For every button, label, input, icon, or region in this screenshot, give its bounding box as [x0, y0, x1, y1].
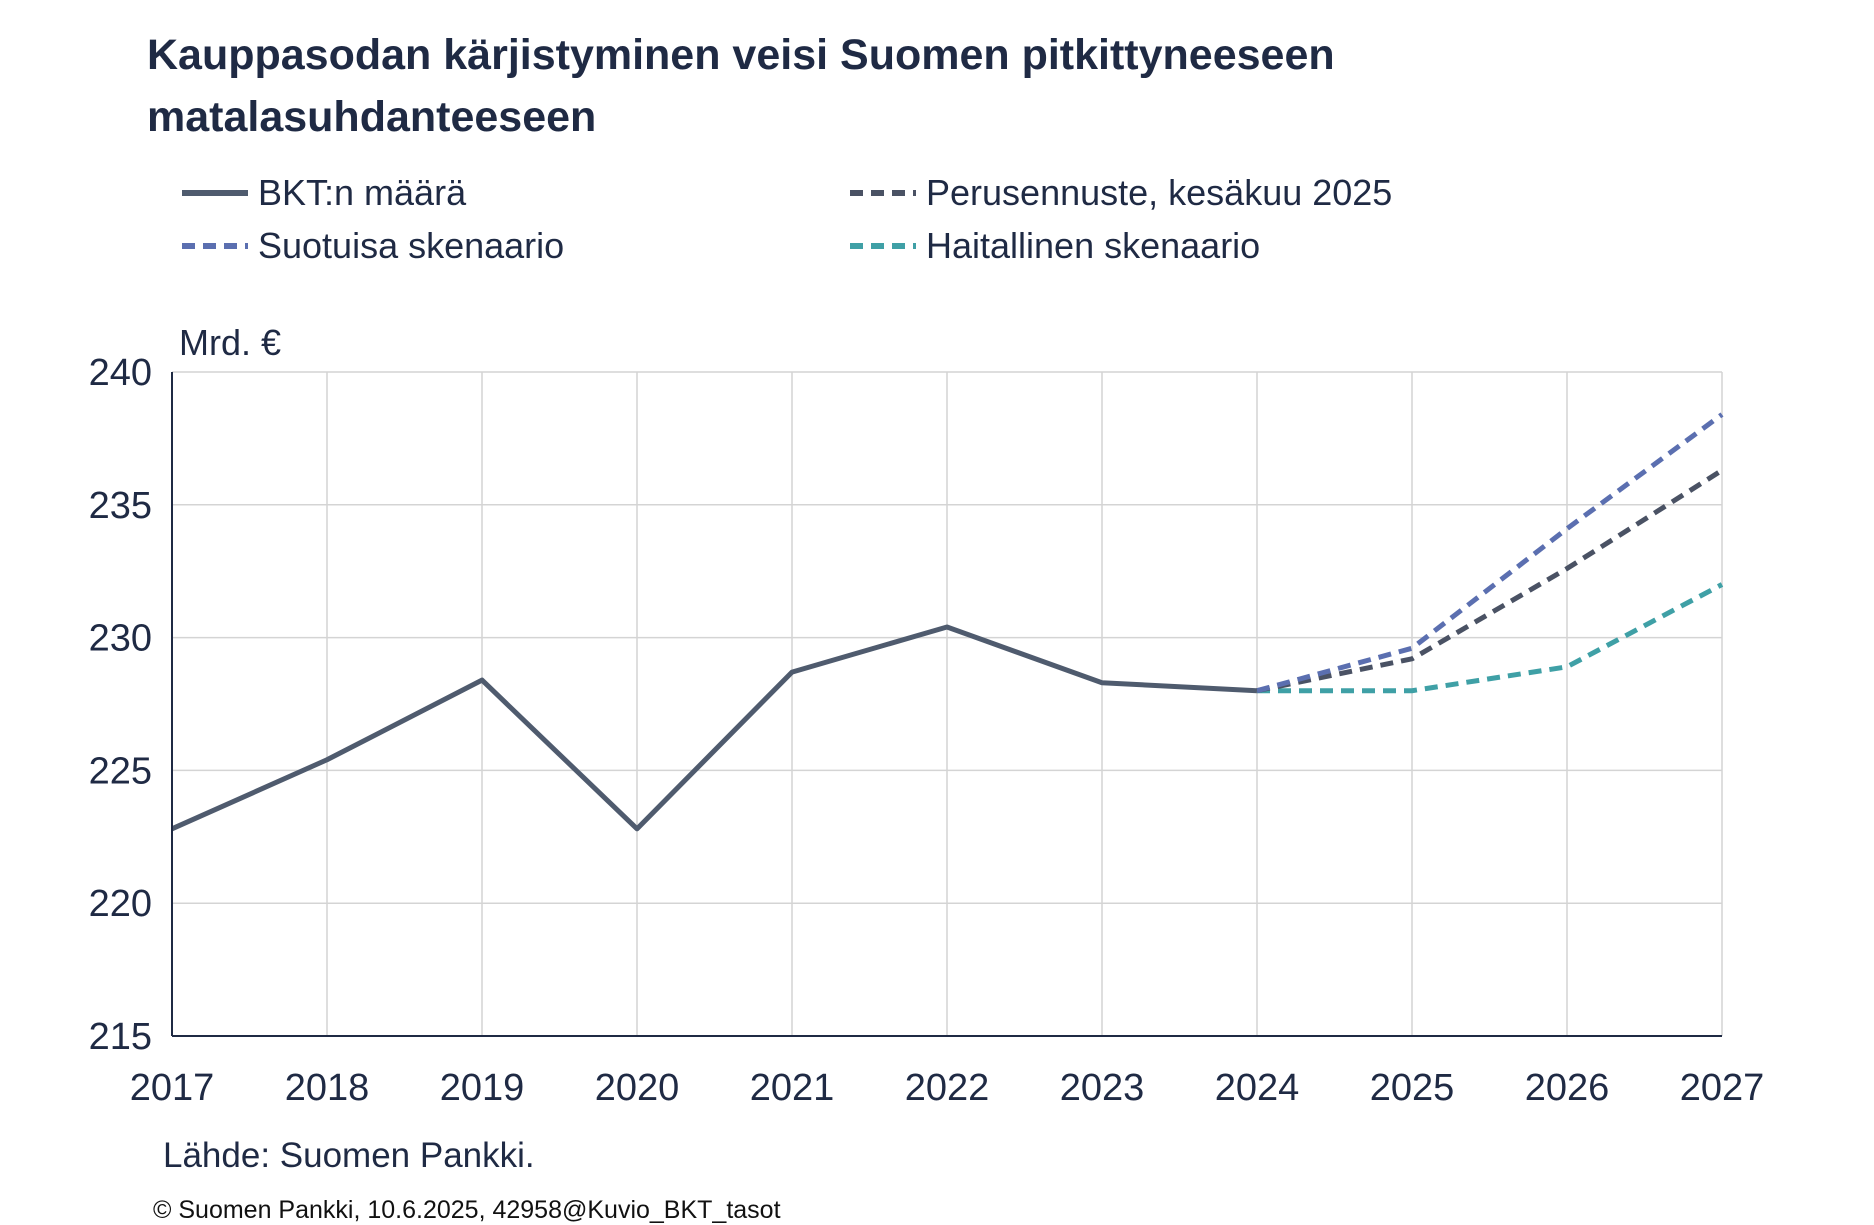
x-tick-label: 2018: [285, 1067, 370, 1109]
source-note: Lähde: Suomen Pankki.: [163, 1136, 535, 1175]
y-tick-label: 230: [89, 618, 152, 660]
copyright-note: © Suomen Pankki, 10.6.2025, 42958@Kuvio_…: [153, 1196, 781, 1224]
gridlines: [172, 371, 1723, 1036]
series-layer: [170, 412, 1724, 832]
x-tick-label: 2023: [1060, 1067, 1145, 1109]
x-tick-label: 2027: [1680, 1067, 1765, 1109]
x-tick-label: 2021: [750, 1067, 835, 1109]
tick-labels: 215 220 225 230 235 240 2017 2018 2019 2020 2021 20…: [89, 352, 1765, 1109]
x-tick-label: 2022: [905, 1067, 990, 1109]
legend-swatch-favourable: [182, 243, 248, 249]
y-tick-label: 235: [89, 485, 152, 527]
y-tick-label: 225: [89, 750, 152, 792]
y-axis-unit-label: Mrd. €: [179, 322, 281, 363]
series-line-favourable: [1256, 412, 1724, 694]
legend: BKT:n määrä Perusennuste, kesäkuu 2025 S…: [180, 172, 1480, 292]
y-tick-label: 240: [89, 352, 152, 394]
x-tick-label: 2020: [595, 1067, 680, 1109]
series-line-adverse: [1257, 582, 1724, 694]
legend-swatch-adverse: [850, 243, 916, 249]
legend-label-baseline: Perusennuste, kesäkuu 2025: [926, 172, 1393, 213]
x-tick-label: 2025: [1370, 1067, 1455, 1109]
legend-item-baseline: Perusennuste, kesäkuu 2025: [848, 172, 1392, 214]
legend-label-actual: BKT:n määrä: [258, 172, 467, 213]
series-line-actual: [170, 624, 1258, 832]
legend-label-favourable: Suotuisa skenaario: [258, 225, 565, 266]
x-tick-label: 2017: [130, 1067, 215, 1109]
x-tick-label: 2019: [440, 1067, 525, 1109]
axes: [171, 372, 1722, 1037]
y-tick-label: 215: [89, 1016, 152, 1058]
y-tick-label: 220: [89, 883, 152, 925]
legend-item-favourable: Suotuisa skenaario: [180, 225, 564, 267]
legend-swatch-baseline: [850, 190, 916, 196]
series-line-baseline: [1256, 468, 1724, 694]
legend-label-adverse: Haitallinen skenaario: [926, 225, 1261, 266]
chart-title: Kauppasodan kärjistyminen veisi Suomen p…: [147, 31, 1335, 141]
x-tick-label: 2026: [1525, 1067, 1610, 1109]
legend-item-adverse: Haitallinen skenaario: [848, 225, 1260, 267]
legend-item-actual: BKT:n määrä: [180, 172, 466, 214]
x-tick-label: 2024: [1215, 1067, 1300, 1109]
legend-swatch-actual: [182, 190, 248, 196]
